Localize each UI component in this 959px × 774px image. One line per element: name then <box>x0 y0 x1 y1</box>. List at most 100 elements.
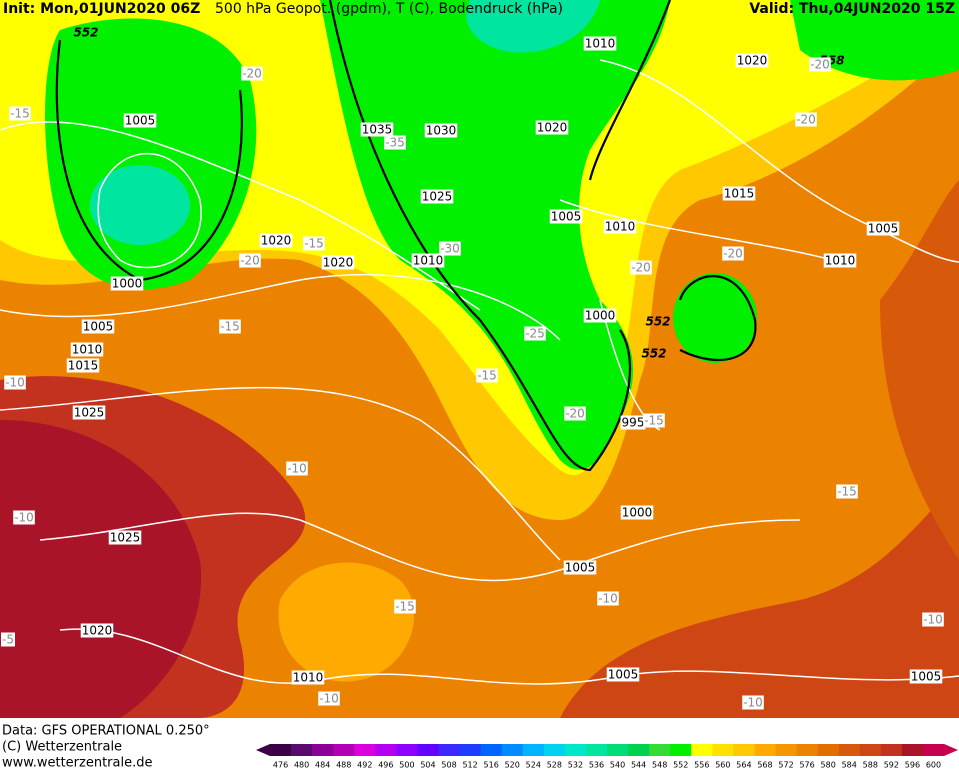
copyright: (C) Wetterzentrale <box>2 740 122 755</box>
colorbar-cell <box>459 744 482 756</box>
colorbar-arrow-left <box>256 744 270 756</box>
colorbar-cell <box>354 744 376 756</box>
colorbar-cell <box>649 744 671 756</box>
colorbar-tick-label: 520 <box>505 761 520 770</box>
temperature-label: -20 <box>242 67 262 81</box>
colorbar-cell <box>670 744 692 756</box>
geopotential-label: 552 <box>645 315 670 329</box>
colorbar-cell <box>817 744 840 756</box>
isobars-label: 1010 <box>585 37 616 51</box>
header-title: 500 hPa Geopot. (gpdm), T (C), Bodendruc… <box>215 1 563 17</box>
label-box <box>241 66 263 81</box>
label-box <box>603 219 637 234</box>
label-box <box>80 623 114 638</box>
isobars-label: 1015 <box>724 187 755 201</box>
temperature-label: -15 <box>220 320 240 334</box>
temperature-label: -15 <box>395 600 415 614</box>
label-box <box>66 358 100 373</box>
isobars-label: 1000 <box>112 277 143 291</box>
label-box <box>239 253 261 268</box>
header-init: Init: Mon,01JUN2020 06Z <box>3 1 200 17</box>
header-valid: Valid: Thu,04JUN2020 15Z <box>749 1 955 17</box>
temperature-label: -20 <box>723 247 743 261</box>
temperature-label: -10 <box>5 376 25 390</box>
map <box>0 0 959 718</box>
label-box <box>742 695 764 710</box>
isobars-label: 1010 <box>413 254 444 268</box>
colorbar-tick-label: 496 <box>378 761 393 770</box>
label-box <box>219 319 241 334</box>
label-box <box>735 53 769 68</box>
label-box <box>795 112 817 127</box>
isobars-label: 1025 <box>74 406 105 420</box>
isobars-label: 1020 <box>261 234 292 248</box>
isobars-label: 1010 <box>605 220 636 234</box>
temperature-label: -10 <box>923 613 943 627</box>
colorbar-cell <box>733 744 755 756</box>
label-box <box>836 484 858 499</box>
label-box <box>620 505 654 520</box>
colorbar-tick-label: 504 <box>420 761 435 770</box>
label-box <box>108 530 142 545</box>
colorbar-tick-label: 576 <box>799 761 814 770</box>
isobars-label: 1005 <box>868 222 899 236</box>
label-box <box>70 342 104 357</box>
colorbar-tick-label: 488 <box>336 761 351 770</box>
map-labels: 1010 1020 1005 1035 1030 1020 1025 1015 1005 1010… <box>1 26 944 710</box>
isobars-label: 1005 <box>551 210 582 224</box>
isobars-label: 1025 <box>422 190 453 204</box>
label-box <box>524 326 546 341</box>
temperature-label: -10 <box>319 692 339 706</box>
colorbar-arrow-right <box>944 744 958 756</box>
colorbar-cell <box>438 744 461 756</box>
label-box <box>606 667 640 682</box>
isobars-label: 995 <box>622 416 645 430</box>
colorbar-cell <box>396 744 418 756</box>
isobars-label: 1020 <box>82 624 113 638</box>
colorbar-tick-label: 544 <box>631 761 646 770</box>
label-box <box>583 308 617 323</box>
colorbar-tick-label: 552 <box>673 761 688 770</box>
colorbar-cell <box>838 744 861 756</box>
colorbar-cell <box>691 744 713 756</box>
colorbar-tick-label: 592 <box>884 761 899 770</box>
temperature-label: -15 <box>644 414 664 428</box>
colorbar-tick-label: 480 <box>294 761 309 770</box>
colorbar-cell <box>922 744 945 756</box>
colorbar-tick-label: 580 <box>821 761 836 770</box>
label-box <box>303 236 325 251</box>
colorbar-tick-label: 492 <box>357 761 372 770</box>
temperature-label: -10 <box>743 696 763 710</box>
label-box <box>597 591 619 606</box>
colorbar-tick-label: 540 <box>610 761 625 770</box>
label-box <box>909 669 943 684</box>
colorbar-tick-label: 584 <box>842 761 857 770</box>
isobars-label: 1005 <box>125 114 156 128</box>
isobars-label: 1035 <box>362 123 393 137</box>
colorbar-cell <box>291 744 313 756</box>
temperature-label: -20 <box>796 113 816 127</box>
label-box <box>9 106 31 121</box>
temperature-label: -35 <box>385 136 405 150</box>
colorbar-tick-label: 596 <box>905 761 920 770</box>
isobars-label: 1020 <box>737 54 768 68</box>
colorbar-tick-label: 568 <box>757 761 772 770</box>
temperature-label: -5 <box>2 633 14 647</box>
label-box <box>394 599 416 614</box>
label-box <box>4 375 26 390</box>
temperature-label: -15 <box>10 107 30 121</box>
label-box <box>823 253 857 268</box>
colorbar-tick-label: 564 <box>736 761 751 770</box>
label-box <box>424 123 458 138</box>
isobars-label: 1000 <box>585 309 616 323</box>
colorbar-cell <box>607 744 629 756</box>
colorbar-cell <box>417 744 439 756</box>
colorbar-tick-label: 516 <box>484 761 499 770</box>
temperature-label: -20 <box>631 261 651 275</box>
colorbar-tick-label: 548 <box>652 761 667 770</box>
temperature-label: -10 <box>14 511 34 525</box>
label-box <box>722 246 744 261</box>
temperature-label: -20 <box>810 58 830 72</box>
colorbar-tick-label: 532 <box>568 761 583 770</box>
